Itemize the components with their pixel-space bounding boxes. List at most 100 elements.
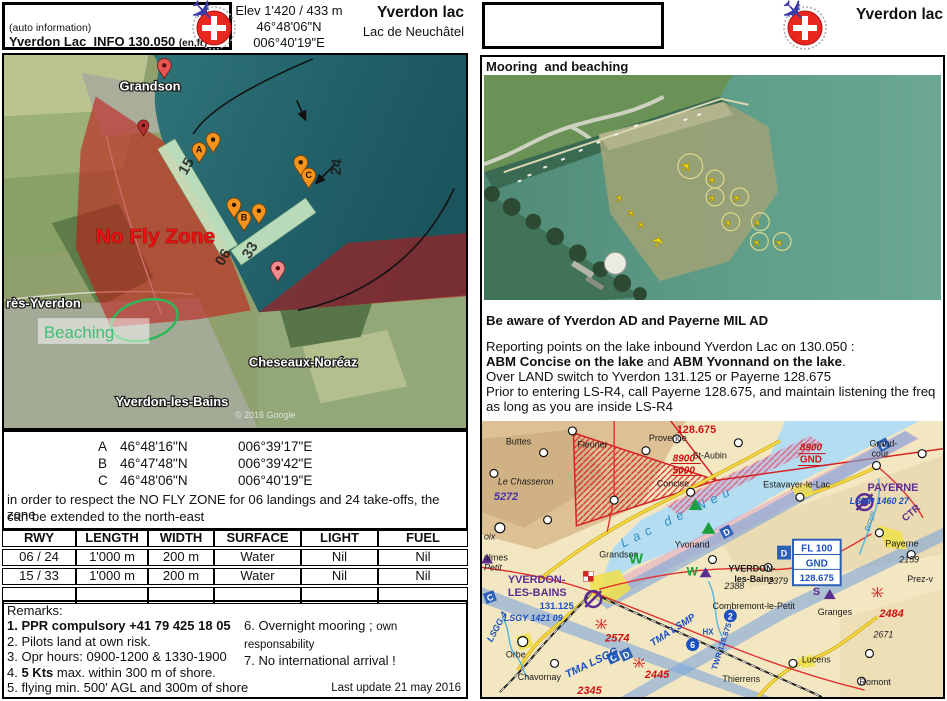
yverdon-town-label-2: les-Bains (734, 574, 774, 584)
st-aubin-label: St-Aubin (693, 451, 727, 461)
point-c-pin: C (301, 167, 317, 190)
photo-boats (517, 113, 702, 183)
elev-2345: 2345 (576, 685, 602, 697)
col-surface: SURFACE (214, 530, 301, 547)
alt-underlines (670, 453, 826, 476)
circuit-lines (192, 58, 455, 312)
cell: 06 / 24 (2, 549, 76, 566)
empty-info-box (482, 2, 664, 49)
elev-2388: 2388 (723, 581, 744, 591)
approach-arrow-2 (314, 163, 337, 185)
table-row: 06 / 24 1'000 m 200 m Water Nil Nil (2, 549, 468, 566)
station-info-box: (auto information) Yverdon Lac INFO 130.… (2, 2, 232, 50)
ulmes-fragment: ulmes (484, 553, 508, 563)
runway-15-33 (157, 138, 238, 256)
combremont-label: Combremont-le-Petit (713, 601, 796, 611)
concise-label: Concise (657, 478, 689, 488)
chart-rivers (501, 478, 881, 679)
elevation-coords-block: Elev 1'420 / 433 m 46°48'06"N 006°40'19"… (233, 3, 345, 51)
warning-line: Be aware of Yverdon AD and Payerne MIL A… (486, 313, 769, 328)
provence-label: Provence (649, 433, 687, 443)
payerne-ad-label: PAYERNE (867, 482, 918, 494)
cell: Nil (378, 549, 468, 566)
grandson-label: Grandson (120, 79, 181, 94)
chart-danger-borders (670, 421, 943, 482)
point-b-pin: B (236, 210, 252, 233)
reporting-line-4: Prior to entering LS-R4, call Payerne 12… (486, 384, 936, 399)
grandson-pin (156, 58, 172, 80)
airspace-floor: GND (806, 558, 828, 569)
svg-text:A: A (196, 144, 203, 154)
cell: Nil (378, 568, 468, 585)
latitude: 46°48'06"N (256, 19, 322, 34)
le-chasseron-label: Le Chasseron (498, 476, 554, 486)
runway-numbers: 15 33 06 24 (176, 155, 346, 268)
callsign-label: Yverdon Lac INFO 130.050 (en,fr) (9, 34, 207, 49)
approach-arrow-1 (296, 100, 307, 122)
auto-information-label: (auto information) (9, 22, 92, 34)
col-width: WIDTH (148, 530, 214, 547)
airspace-ceiling: FL 100 (801, 544, 833, 555)
payerne-ad-info: LSMP 1460 27 (850, 496, 910, 506)
alt-5000: 5000 (673, 465, 696, 476)
chart-checkered-mark (583, 571, 594, 582)
elev-2484: 2484 (878, 608, 903, 620)
mooring-pin-3 (251, 203, 267, 226)
abm-concise: ABM Concise on the lake (486, 354, 644, 369)
runway-table: RWY LENGTH WIDTH SURFACE LIGHT FUEL 06 /… (2, 530, 468, 606)
photo-dock2 (584, 275, 605, 291)
mooring-pin-1 (205, 132, 221, 155)
coord-lat: 46°47'48"N (120, 456, 188, 471)
logo-ring (783, 6, 827, 50)
ramp-plane-icon: ✈ (649, 233, 669, 250)
col-fuel: FUEL (378, 530, 468, 547)
rwy-33-label: 33 (240, 240, 262, 262)
band-letter-d: D (618, 647, 634, 662)
longitude: 006°40'19"E (253, 35, 325, 50)
water-runways (157, 138, 317, 266)
callsign-text: Yverdon Lac INFO 130.050 (9, 34, 176, 49)
svg-text:C: C (608, 652, 619, 664)
cell: 1'000 m (76, 549, 148, 566)
yverdon-town-label-1: YVERDON- (728, 563, 775, 573)
thierrens-label: Thierrens (722, 674, 760, 684)
romont-label: Romont (860, 677, 892, 687)
rwy-06-label: 06 (213, 246, 235, 268)
vfr-chart: D FL 100 GND 128.675 D D D C C 2 6 Butte… (482, 421, 943, 697)
grandson-chart-label: Grandson (599, 550, 638, 560)
coord-lat: 46°48'06"N (120, 473, 188, 488)
svg-text:2: 2 (728, 611, 733, 621)
elevation: Elev 1'420 / 433 m (235, 3, 343, 18)
cheseaux-label: Cheseaux-Noréaz (249, 355, 358, 370)
swiss-seaplane-logo: ✈ (772, 0, 827, 50)
payerne-town-label: Payerne (885, 539, 918, 549)
hx-label: HX (703, 628, 715, 637)
remark-7: 7. No international arrival ! (244, 653, 396, 668)
oix-fragment: oix (484, 532, 496, 542)
photo-park-land (484, 75, 733, 175)
circled-2: 2 (723, 609, 737, 623)
page-title: Yverdon lac (376, 4, 464, 21)
right-content-frame: Mooring and beaching (480, 55, 945, 699)
zone-note-line1: in order to respect the NO FLY ZONE for … (7, 492, 440, 522)
band-letter-d: D (719, 524, 734, 540)
rwy-15-label: 15 (176, 155, 198, 177)
elev-2574: 2574 (604, 633, 629, 645)
last-update: Last update 21 may 2016 (331, 682, 461, 694)
mooring-aerial-photo: ✈ ✈ ✈ ✈ ✈ ✈ ✈ ✈ ✈ ✈ ✈ ✈ (484, 75, 941, 300)
cell: Water (214, 568, 301, 585)
svg-text:D: D (878, 439, 889, 451)
cell: Water (214, 549, 301, 566)
pres-yverdon-label: rès-Yverdon (6, 295, 81, 310)
s-point-label: S (813, 586, 820, 598)
remark-2: 2. Pilots land at own risk. (7, 633, 151, 649)
grandcour-label-1: Grand- (869, 439, 897, 449)
grandcour-label-2: cour (871, 449, 888, 459)
page-subtitle: Lac de Neuchâtel (362, 24, 464, 39)
granges-label: Granges (818, 607, 853, 617)
yverdon-ad-info: LSGY 1421 09 (504, 613, 563, 623)
alt2-gnd: GND (800, 455, 822, 466)
reporting-line-2: ABM Concise on the lake and ABM Yvonnand… (486, 354, 846, 369)
coord-id: A (98, 439, 108, 454)
